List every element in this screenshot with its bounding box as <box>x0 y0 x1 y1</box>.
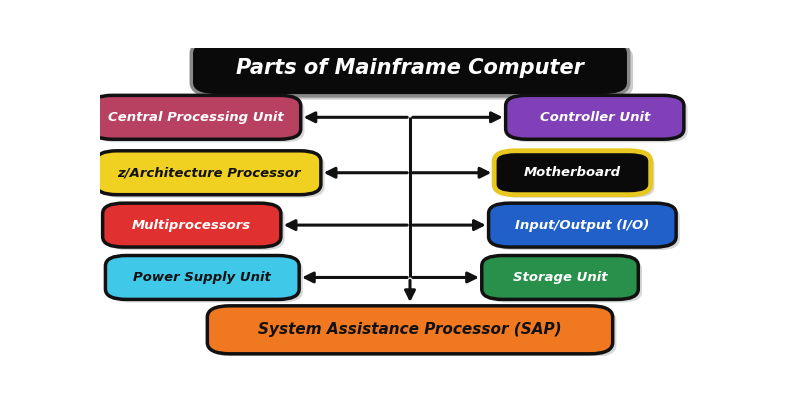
Text: Multiprocessors: Multiprocessors <box>132 218 251 232</box>
FancyBboxPatch shape <box>494 151 650 195</box>
FancyBboxPatch shape <box>91 95 301 139</box>
Text: Parts of Mainframe Computer: Parts of Mainframe Computer <box>236 58 584 78</box>
Text: Storage Unit: Storage Unit <box>513 271 607 284</box>
FancyBboxPatch shape <box>211 309 616 357</box>
Text: Power Supply Unit: Power Supply Unit <box>134 271 271 284</box>
FancyBboxPatch shape <box>510 98 688 142</box>
Text: Motherboard: Motherboard <box>524 166 621 179</box>
FancyBboxPatch shape <box>106 256 299 300</box>
FancyBboxPatch shape <box>109 258 303 302</box>
FancyBboxPatch shape <box>106 206 285 250</box>
FancyBboxPatch shape <box>96 151 321 195</box>
Text: Input/Output (I/O): Input/Output (I/O) <box>515 218 650 232</box>
FancyBboxPatch shape <box>498 154 654 198</box>
FancyBboxPatch shape <box>482 256 638 300</box>
FancyBboxPatch shape <box>191 40 629 96</box>
FancyBboxPatch shape <box>486 258 642 302</box>
Text: System Assistance Processor (SAP): System Assistance Processor (SAP) <box>258 322 562 337</box>
FancyBboxPatch shape <box>95 98 305 142</box>
Text: Central Processing Unit: Central Processing Unit <box>108 111 284 124</box>
FancyBboxPatch shape <box>489 203 676 247</box>
FancyBboxPatch shape <box>100 154 325 198</box>
Text: z/Architecture Processor: z/Architecture Processor <box>117 166 300 179</box>
FancyBboxPatch shape <box>506 95 684 139</box>
FancyBboxPatch shape <box>102 203 281 247</box>
FancyBboxPatch shape <box>492 206 680 250</box>
Text: Controller Unit: Controller Unit <box>539 111 650 124</box>
FancyBboxPatch shape <box>196 44 633 100</box>
FancyBboxPatch shape <box>207 306 613 354</box>
